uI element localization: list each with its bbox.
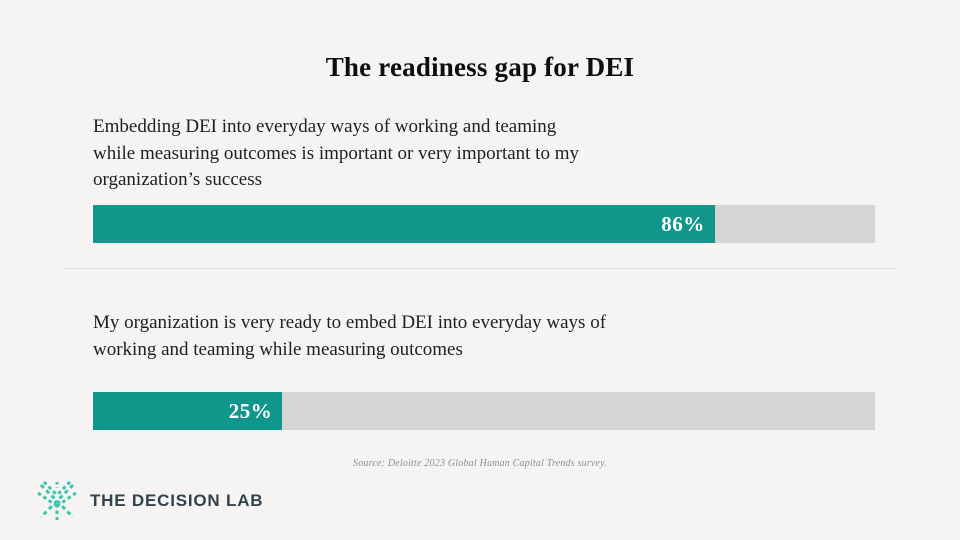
source-note: Source: Deloitte 2023 Global Human Capit… [353, 458, 607, 469]
bar-fill-1: 86% [93, 205, 715, 243]
bar-label-statement-2: My organization is very ready to embed D… [93, 312, 607, 360]
bar-value-label-2: 25% [228, 398, 273, 423]
bar-track-2: 25% [93, 392, 875, 430]
chart-title: The readiness gap for DEI [325, 52, 635, 82]
bar-value-label-1: 86% [661, 211, 705, 236]
bar-fill-2: 25% [93, 392, 283, 430]
bar-label-statement-1: Embedding DEI into everyday ways of work… [93, 116, 579, 190]
brand-logo: THE DECISION LAB [36, 480, 263, 522]
brand-name: THE DECISION LAB [90, 491, 264, 510]
section-divider [64, 268, 896, 269]
starburst-dashes-icon [37, 480, 77, 520]
bar-track-1: 86% [93, 205, 875, 243]
